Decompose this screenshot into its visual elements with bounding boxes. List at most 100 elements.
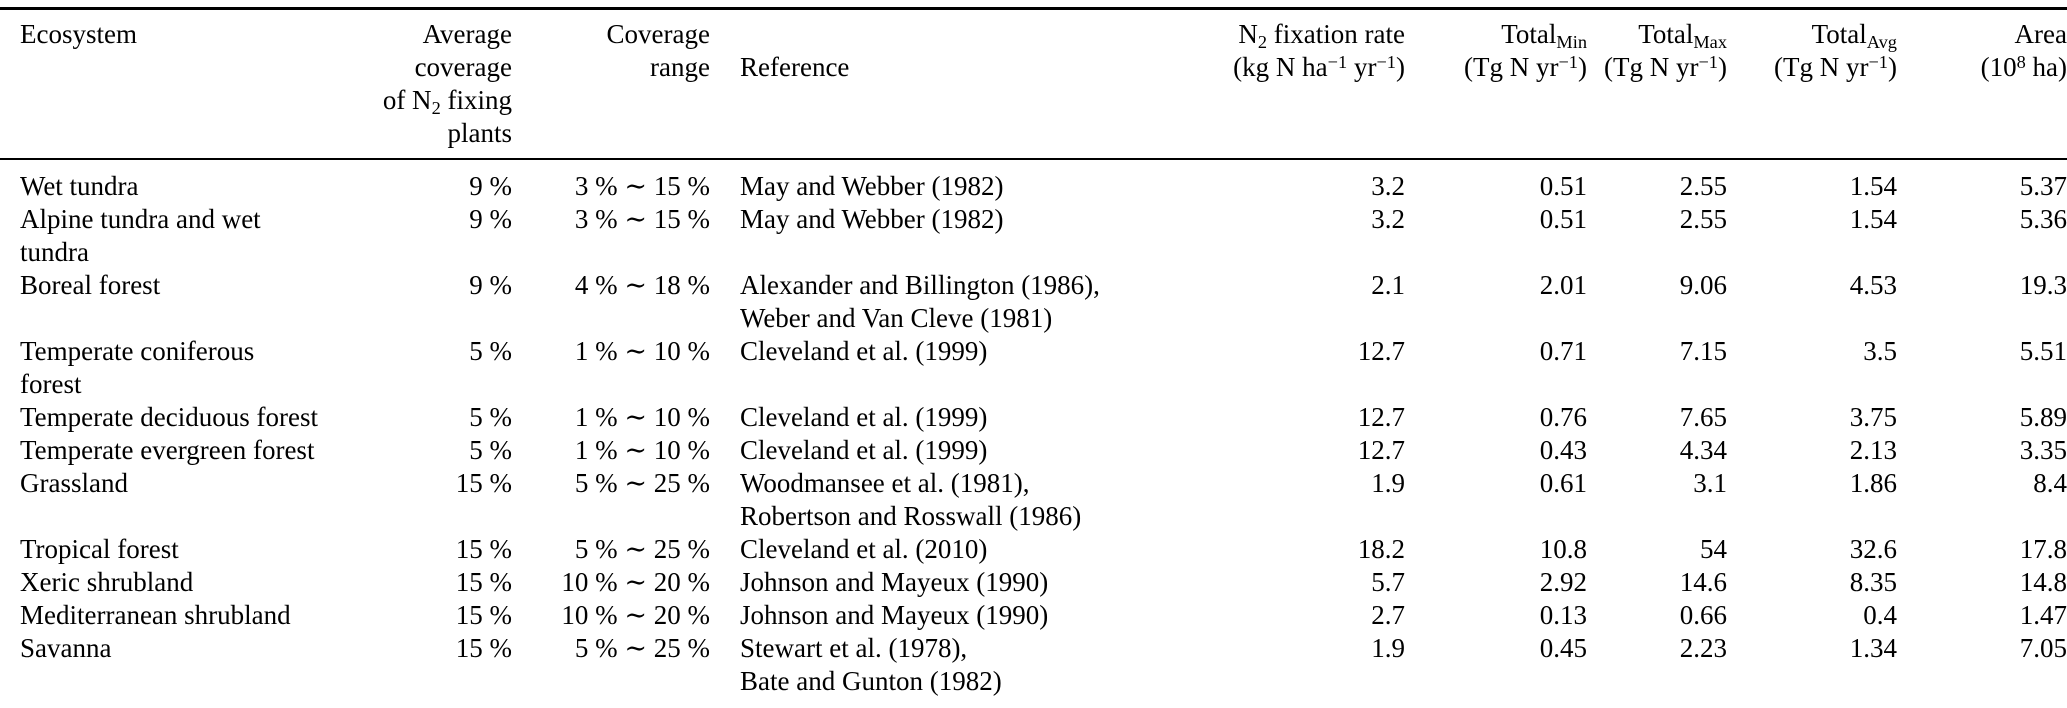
cell-fixation-rate: 3.2 [1371,171,1405,201]
cell-coverage-range: 4 % ∼ 18 % [574,270,710,300]
cell-ecosystem: Xeric shrubland [20,567,194,597]
header-row: Ecosystem Average coverage of N2 fixing … [0,8,2067,160]
cell-fixation-rate: 1.9 [1371,468,1405,498]
cell-total-max: 2.55 [1679,171,1727,201]
cell-average-coverage: 15 % [455,633,512,663]
cell-total-max: 4.34 [1679,435,1727,465]
cell-total-min: 0.43 [1539,435,1587,465]
cell-fixation-rate: 12.7 [1357,435,1405,465]
cell-total-avg: 32.6 [1849,534,1897,564]
table-body: Wet tundra 9 % 3 % ∼ 15 % May and Webber… [0,159,2067,708]
table-row: Grassland 15 % 5 % ∼ 25 % Woodmansee et … [0,467,2067,533]
cell-total-avg: 3.5 [1863,336,1897,366]
cell-coverage-range: 3 % ∼ 15 % [574,171,710,201]
header-total-min-line1: TotalMin [1501,19,1587,52]
n2-fixation-table: Ecosystem Average coverage of N2 fixing … [0,7,2067,708]
cell-average-coverage: 5 % [469,435,512,465]
cell-total-min: 0.51 [1539,204,1587,234]
cell-average-coverage: 15 % [455,600,512,630]
cell-fixation-rate: 5.7 [1371,567,1405,597]
cell-coverage-range: 1 % ∼ 10 % [574,402,710,432]
cell-total-avg: 1.34 [1849,633,1897,663]
subscript-2: 2 [1257,31,1268,52]
cell-ecosystem: Temperate evergreen forest [20,435,315,465]
cell-area: 7.05 [2019,633,2067,663]
cell-fixation-rate: 3.2 [1371,204,1405,234]
cell-total-max: 2.55 [1679,204,1727,234]
cell-fixation-rate: 18.2 [1357,534,1405,564]
cell-area: 5.37 [2019,171,2067,201]
superscript-minus1: −1 [1558,51,1578,72]
header-coverage-range-line1: Coverage [606,19,710,49]
cell-reference: Alexander and Billington (1986), Weber a… [740,270,1100,333]
header-ecosystem-label: Ecosystem [20,19,137,49]
table-row: Alpine tundra and wet tundra 9 % 3 % ∼ 1… [0,203,2067,269]
header-total-avg-unit: (Tg N yr−1) [1773,51,1897,82]
cell-average-coverage: 5 % [469,402,512,432]
cell-ecosystem: Grassland [20,468,128,498]
cell-fixation-rate: 12.7 [1357,336,1405,366]
cell-total-max: 14.6 [1679,567,1727,597]
table-row: Temperate evergreen forest 5 % 1 % ∼ 10 … [0,434,2067,467]
header-coverage-range: Coverage range [512,8,710,160]
cell-total-avg: 1.54 [1849,171,1897,201]
cell-coverage-range: 5 % ∼ 25 % [574,633,710,663]
cell-total-min: 0.76 [1539,402,1587,432]
header-area-unit: (108 ha) [1980,51,2067,82]
cell-average-coverage: 15 % [455,468,512,498]
cell-average-coverage: 15 % [455,567,512,597]
cell-average-coverage: 9 % [469,270,512,300]
cell-area: 1.47 [2019,600,2067,630]
cell-total-max: 3.1 [1693,468,1727,498]
cell-reference: Johnson and Mayeux (1990) [740,567,1049,597]
header-total-min: TotalMin (Tg N yr−1) [1405,8,1587,160]
table-row: Xeric shrubland 15 % 10 % ∼ 20 % Johnson… [0,566,2067,599]
cell-total-avg: 1.54 [1849,204,1897,234]
cell-area: 5.36 [2019,204,2067,234]
cell-reference: Cleveland et al. (1999) [740,402,988,432]
header-average-coverage-line1: Average [422,19,512,49]
header-average-coverage: Average coverage of N2 fixing plants [320,8,512,160]
cell-ecosystem: Wet tundra [20,171,139,201]
cell-reference: May and Webber (1982) [740,171,1004,201]
table-row: Savanna 15 % 5 % ∼ 25 % Stewart et al. (… [0,632,2067,708]
cell-coverage-range: 3 % ∼ 15 % [574,204,710,234]
cell-total-min: 0.51 [1539,171,1587,201]
cell-reference: Johnson and Mayeux (1990) [740,600,1049,630]
cell-reference: May and Webber (1982) [740,204,1004,234]
table-header: Ecosystem Average coverage of N2 fixing … [0,8,2067,160]
superscript-minus1: −1 [1376,51,1396,72]
cell-total-avg: 0.4 [1863,600,1897,630]
cell-total-min: 0.45 [1539,633,1587,663]
header-area-line1: Area [2014,19,2067,49]
cell-total-min: 2.92 [1539,567,1587,597]
cell-total-min: 10.8 [1539,534,1587,564]
cell-total-avg: 2.13 [1849,435,1897,465]
table-row: Mediterranean shrubland 15 % 10 % ∼ 20 %… [0,599,2067,632]
cell-ecosystem: Savanna [20,633,112,663]
cell-total-min: 2.01 [1539,270,1587,300]
table-row: Tropical forest 15 % 5 % ∼ 25 % Clevelan… [0,533,2067,566]
cell-area: 17.8 [2019,534,2067,564]
cell-total-avg: 1.86 [1849,468,1897,498]
cell-total-max: 2.23 [1679,633,1727,663]
superscript-minus1: −1 [1327,51,1348,72]
cell-total-max: 7.15 [1679,336,1727,366]
header-reference-label: Reference [740,52,850,82]
cell-average-coverage: 5 % [469,336,512,366]
cell-reference: Cleveland et al. (2010) [740,534,988,564]
cell-fixation-rate: 2.1 [1371,270,1405,300]
table-row: Wet tundra 9 % 3 % ∼ 15 % May and Webber… [0,159,2067,203]
header-reference: Reference [710,8,1165,160]
cell-total-avg: 3.75 [1849,402,1897,432]
superscript-minus1: −1 [1868,51,1888,72]
cell-coverage-range: 1 % ∼ 10 % [574,435,710,465]
cell-ecosystem: Alpine tundra and wet tundra [20,204,261,267]
cell-average-coverage: 15 % [455,534,512,564]
cell-area: 8.4 [2033,468,2067,498]
table-row: Boreal forest 9 % 4 % ∼ 18 % Alexander a… [0,269,2067,335]
header-coverage-range-line2: range [650,52,710,82]
cell-area: 3.35 [2019,435,2067,465]
cell-average-coverage: 9 % [469,171,512,201]
